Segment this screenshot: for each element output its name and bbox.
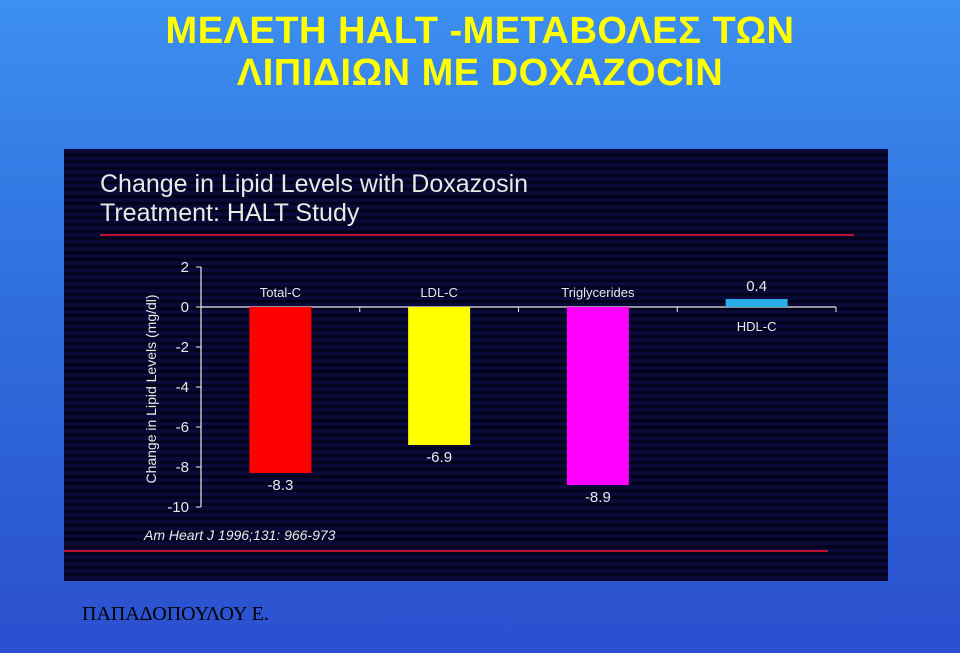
- source-citation: Am Heart J 1996;131: 966-973: [143, 527, 336, 543]
- bar-ldl-c: [408, 307, 471, 445]
- y-tick-label: -2: [176, 339, 189, 356]
- slide-title-line-1: ΜΕΛΕΤΗ HALT -ΜΕΤΑΒΟΛΕΣ ΤΩΝ: [165, 10, 795, 52]
- y-tick-label: -10: [167, 499, 189, 516]
- slide-title: ΜΕΛΕΤΗ HALT -ΜΕΤΑΒΟΛΕΣ ΤΩΝ ΛΙΠΙΔΙΩΝ ΜΕ D…: [0, 10, 960, 94]
- y-tick-label: -6: [176, 419, 189, 436]
- y-tick-label: -4: [176, 379, 189, 396]
- bar-hdl-c: [725, 299, 788, 307]
- value-label: -6.9: [426, 449, 452, 466]
- category-label: Total-C: [260, 285, 301, 300]
- category-label: HDL-C: [737, 319, 777, 334]
- bars: Total-C -8.3 LDL-C -6.9 Triglycerides -8.9 HDL…: [249, 278, 788, 506]
- slide-title-line-2: ΛΙΠΙΔΙΩΝ ΜΕ DOXAZOCIN: [236, 52, 724, 94]
- category-label: Triglycerides: [561, 285, 635, 300]
- bar-chart: Change in Lipid Levels with Doxazosin Tr…: [64, 170, 854, 552]
- chart-subtitle: Treatment: HALT Study: [100, 199, 360, 227]
- bar-total-c: [249, 307, 312, 473]
- category-label: LDL-C: [420, 285, 458, 300]
- author-footer: ΠΑΠΑΔΟΠΟΥΛΟΥ Ε.: [82, 603, 269, 625]
- bar-triglycerides: [566, 307, 629, 485]
- chart-panel: Change in Lipid Levels with Doxazosin Tr…: [64, 149, 888, 581]
- value-label: 0.4: [746, 278, 767, 295]
- y-tick-label: 0: [181, 299, 189, 316]
- chart-title: Change in Lipid Levels with Doxazosin: [100, 170, 528, 198]
- value-label: -8.3: [267, 477, 293, 494]
- value-label: -8.9: [585, 489, 611, 506]
- y-tick-label: 2: [181, 259, 189, 276]
- y-tick-label: -8: [176, 459, 189, 476]
- y-axis-label: Change in Lipid Levels (mg/dl): [143, 294, 159, 483]
